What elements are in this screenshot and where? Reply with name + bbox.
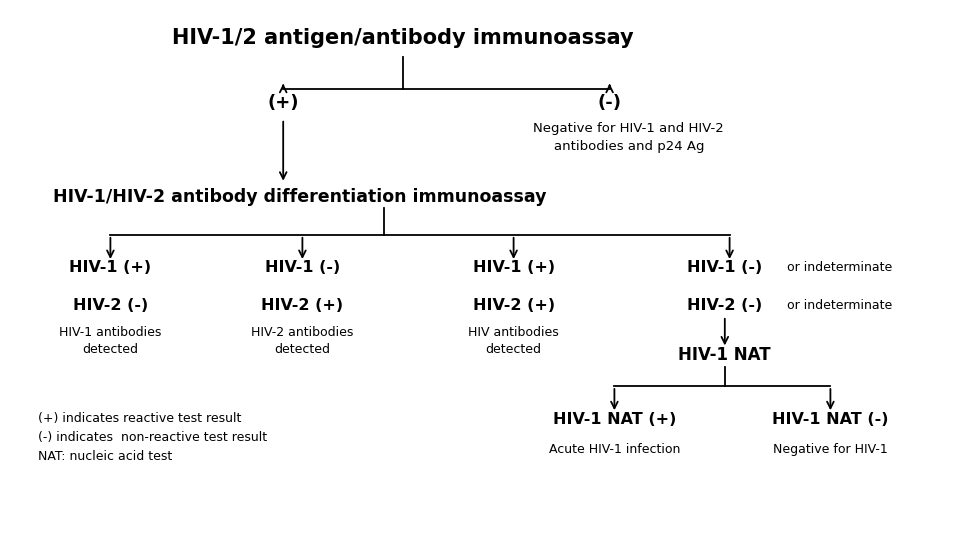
Text: Negative for HIV-1 and HIV-2
antibodies and p24 Ag: Negative for HIV-1 and HIV-2 antibodies … <box>534 122 724 153</box>
Text: (-): (-) <box>597 93 622 112</box>
Text: HIV-1 (+): HIV-1 (+) <box>69 260 152 275</box>
Text: HIV-2 (+): HIV-2 (+) <box>472 298 555 313</box>
Text: HIV-2 (-): HIV-2 (-) <box>687 298 762 313</box>
Text: Acute HIV-1 infection: Acute HIV-1 infection <box>549 443 680 456</box>
Text: HIV-2 (-): HIV-2 (-) <box>73 298 148 313</box>
Text: HIV antibodies
detected: HIV antibodies detected <box>468 326 559 356</box>
Text: HIV-1 NAT: HIV-1 NAT <box>679 346 771 364</box>
Text: HIV-1/2 antigen/antibody immunoassay: HIV-1/2 antigen/antibody immunoassay <box>173 28 634 48</box>
Text: HIV-1/HIV-2 antibody differentiation immunoassay: HIV-1/HIV-2 antibody differentiation imm… <box>53 188 546 206</box>
Text: HIV-1 NAT (-): HIV-1 NAT (-) <box>772 411 889 427</box>
Text: (+) indicates reactive test result
(-) indicates  non-reactive test result
NAT: : (+) indicates reactive test result (-) i… <box>38 412 268 463</box>
Text: HIV-2 antibodies
detected: HIV-2 antibodies detected <box>252 326 353 356</box>
Text: (+): (+) <box>268 93 299 112</box>
Text: Negative for HIV-1: Negative for HIV-1 <box>773 443 888 456</box>
Text: HIV-1 (+): HIV-1 (+) <box>472 260 555 275</box>
Text: HIV-1 NAT (+): HIV-1 NAT (+) <box>553 411 676 427</box>
Text: HIV-1 (-): HIV-1 (-) <box>265 260 340 275</box>
Text: HIV-1 antibodies
detected: HIV-1 antibodies detected <box>60 326 161 356</box>
Text: HIV-1 (-): HIV-1 (-) <box>687 260 762 275</box>
Text: or indeterminate: or indeterminate <box>787 299 893 312</box>
Text: or indeterminate: or indeterminate <box>787 261 893 274</box>
Text: HIV-2 (+): HIV-2 (+) <box>261 298 344 313</box>
